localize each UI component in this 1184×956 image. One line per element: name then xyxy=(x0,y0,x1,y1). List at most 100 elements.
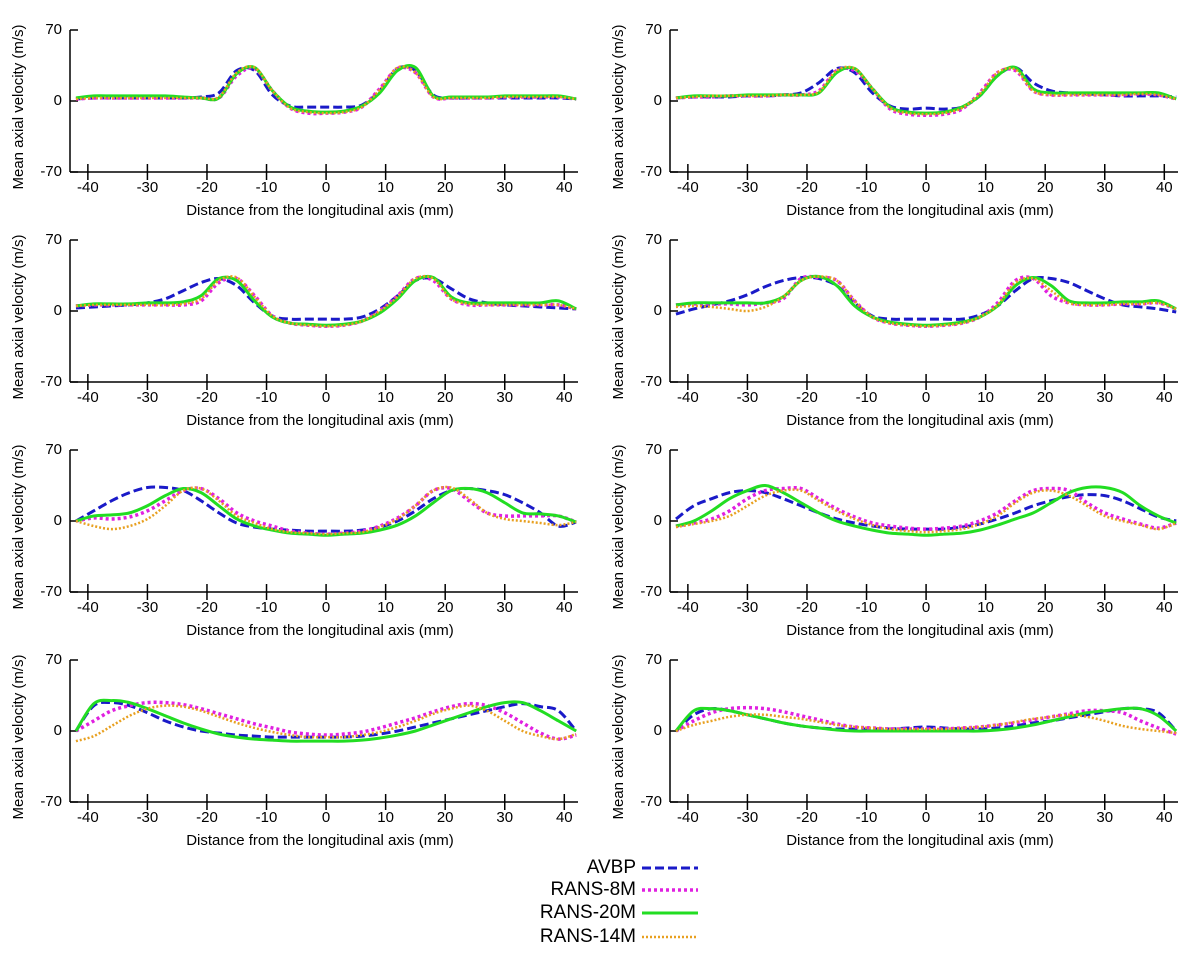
x-tick-label: 0 xyxy=(322,599,330,616)
y-tick-label: -70 xyxy=(640,793,662,810)
series-line xyxy=(75,64,577,114)
x-tick-label: -10 xyxy=(256,389,278,406)
y-tick-label: 0 xyxy=(54,512,62,529)
x-axis-label: Distance from the longitudinal axis (mm) xyxy=(186,832,454,849)
x-tick-label: 40 xyxy=(1156,599,1173,616)
x-tick-label: 30 xyxy=(1096,389,1113,406)
x-tick-label: -10 xyxy=(856,179,878,196)
x-tick-label: 30 xyxy=(496,599,513,616)
x-tick-label: -40 xyxy=(677,599,699,616)
y-tick-label: -70 xyxy=(40,373,62,390)
x-axis-label: Distance from the longitudinal axis (mm) xyxy=(186,202,454,219)
y-tick-label: 0 xyxy=(654,302,662,319)
series-line xyxy=(675,65,1177,116)
x-tick-label: -20 xyxy=(796,809,818,826)
series-line xyxy=(75,276,577,321)
x-tick-label: 10 xyxy=(377,179,394,196)
series-line xyxy=(674,706,1178,733)
series-line xyxy=(675,485,1177,531)
x-tick-label: -40 xyxy=(77,179,99,196)
x-tick-label: -30 xyxy=(137,809,159,826)
series-line xyxy=(75,274,577,328)
x-tick-label: 0 xyxy=(922,179,930,196)
x-tick-label: 30 xyxy=(1096,599,1113,616)
x-tick-label: 40 xyxy=(1156,389,1173,406)
x-tick-label: 10 xyxy=(377,599,394,616)
y-tick-label: -70 xyxy=(40,583,62,600)
series-line xyxy=(75,485,577,536)
y-tick-label: 70 xyxy=(45,651,62,668)
y-tick-label: 70 xyxy=(645,441,662,458)
y-axis-label: Mean axial velocity (m/s) xyxy=(10,234,27,399)
x-tick-label: -20 xyxy=(196,179,218,196)
series-line xyxy=(675,274,1177,328)
y-axis-label: Mean axial velocity (m/s) xyxy=(610,234,627,399)
x-tick-label: -30 xyxy=(737,179,759,196)
y-tick-label: 70 xyxy=(45,441,62,458)
x-tick-label: -10 xyxy=(856,809,878,826)
x-tick-label: 0 xyxy=(322,179,330,196)
y-tick-label: 70 xyxy=(45,21,62,38)
x-tick-label: 30 xyxy=(496,179,513,196)
x-tick-label: -10 xyxy=(856,599,878,616)
x-tick-label: -20 xyxy=(796,599,818,616)
series-line xyxy=(675,274,1177,327)
y-tick-label: 70 xyxy=(45,231,62,248)
y-axis-label: Mean axial velocity (m/s) xyxy=(610,654,627,819)
series-line xyxy=(675,275,1177,321)
x-tick-label: 20 xyxy=(437,809,454,826)
x-tick-label: 30 xyxy=(1096,179,1113,196)
x-tick-label: 20 xyxy=(1037,179,1054,196)
x-axis-label: Distance from the longitudinal axis (mm) xyxy=(786,832,1054,849)
legend-label: RANS-8M xyxy=(550,879,636,900)
x-tick-label: 0 xyxy=(922,809,930,826)
series-line xyxy=(675,65,1177,115)
x-tick-label: 30 xyxy=(496,389,513,406)
x-tick-label: -10 xyxy=(256,179,278,196)
x-tick-label: 10 xyxy=(377,809,394,826)
y-tick-label: 70 xyxy=(645,21,662,38)
x-tick-label: 0 xyxy=(922,389,930,406)
x-tick-label: -30 xyxy=(137,179,159,196)
y-tick-label: 70 xyxy=(645,231,662,248)
x-tick-label: -20 xyxy=(796,179,818,196)
series-line xyxy=(74,698,577,743)
x-tick-label: 0 xyxy=(322,809,330,826)
x-tick-label: 30 xyxy=(1096,809,1113,826)
y-tick-label: 0 xyxy=(54,92,62,109)
series-line xyxy=(675,275,1177,328)
x-tick-label: -40 xyxy=(77,389,99,406)
y-tick-label: -70 xyxy=(640,583,662,600)
series-line xyxy=(675,483,1177,537)
y-tick-label: -70 xyxy=(640,163,662,180)
legend-label: RANS-20M xyxy=(540,902,636,923)
x-tick-label: 20 xyxy=(1037,809,1054,826)
series-line xyxy=(75,65,577,109)
x-tick-label: -30 xyxy=(137,389,159,406)
x-tick-label: -40 xyxy=(77,809,99,826)
y-tick-label: 0 xyxy=(654,92,662,109)
x-tick-label: 20 xyxy=(1037,389,1054,406)
x-tick-label: -20 xyxy=(196,809,218,826)
y-tick-label: 0 xyxy=(654,722,662,739)
x-tick-label: 10 xyxy=(977,179,994,196)
x-tick-label: -30 xyxy=(737,389,759,406)
y-tick-label: 0 xyxy=(654,512,662,529)
x-tick-label: 10 xyxy=(377,389,394,406)
series-line xyxy=(675,65,1177,111)
y-axis-label: Mean axial velocity (m/s) xyxy=(610,444,627,609)
x-tick-label: 40 xyxy=(556,599,573,616)
y-tick-label: 0 xyxy=(54,722,62,739)
x-tick-label: -40 xyxy=(677,389,699,406)
legend-label: RANS-14M xyxy=(540,926,636,947)
y-tick-label: 0 xyxy=(54,302,62,319)
y-tick-label: -70 xyxy=(40,793,62,810)
x-tick-label: -30 xyxy=(737,809,759,826)
x-tick-label: 40 xyxy=(1156,179,1173,196)
y-axis-label: Mean axial velocity (m/s) xyxy=(10,444,27,609)
series-line xyxy=(75,485,577,533)
y-axis-label: Mean axial velocity (m/s) xyxy=(10,24,27,189)
x-tick-label: -40 xyxy=(677,809,699,826)
